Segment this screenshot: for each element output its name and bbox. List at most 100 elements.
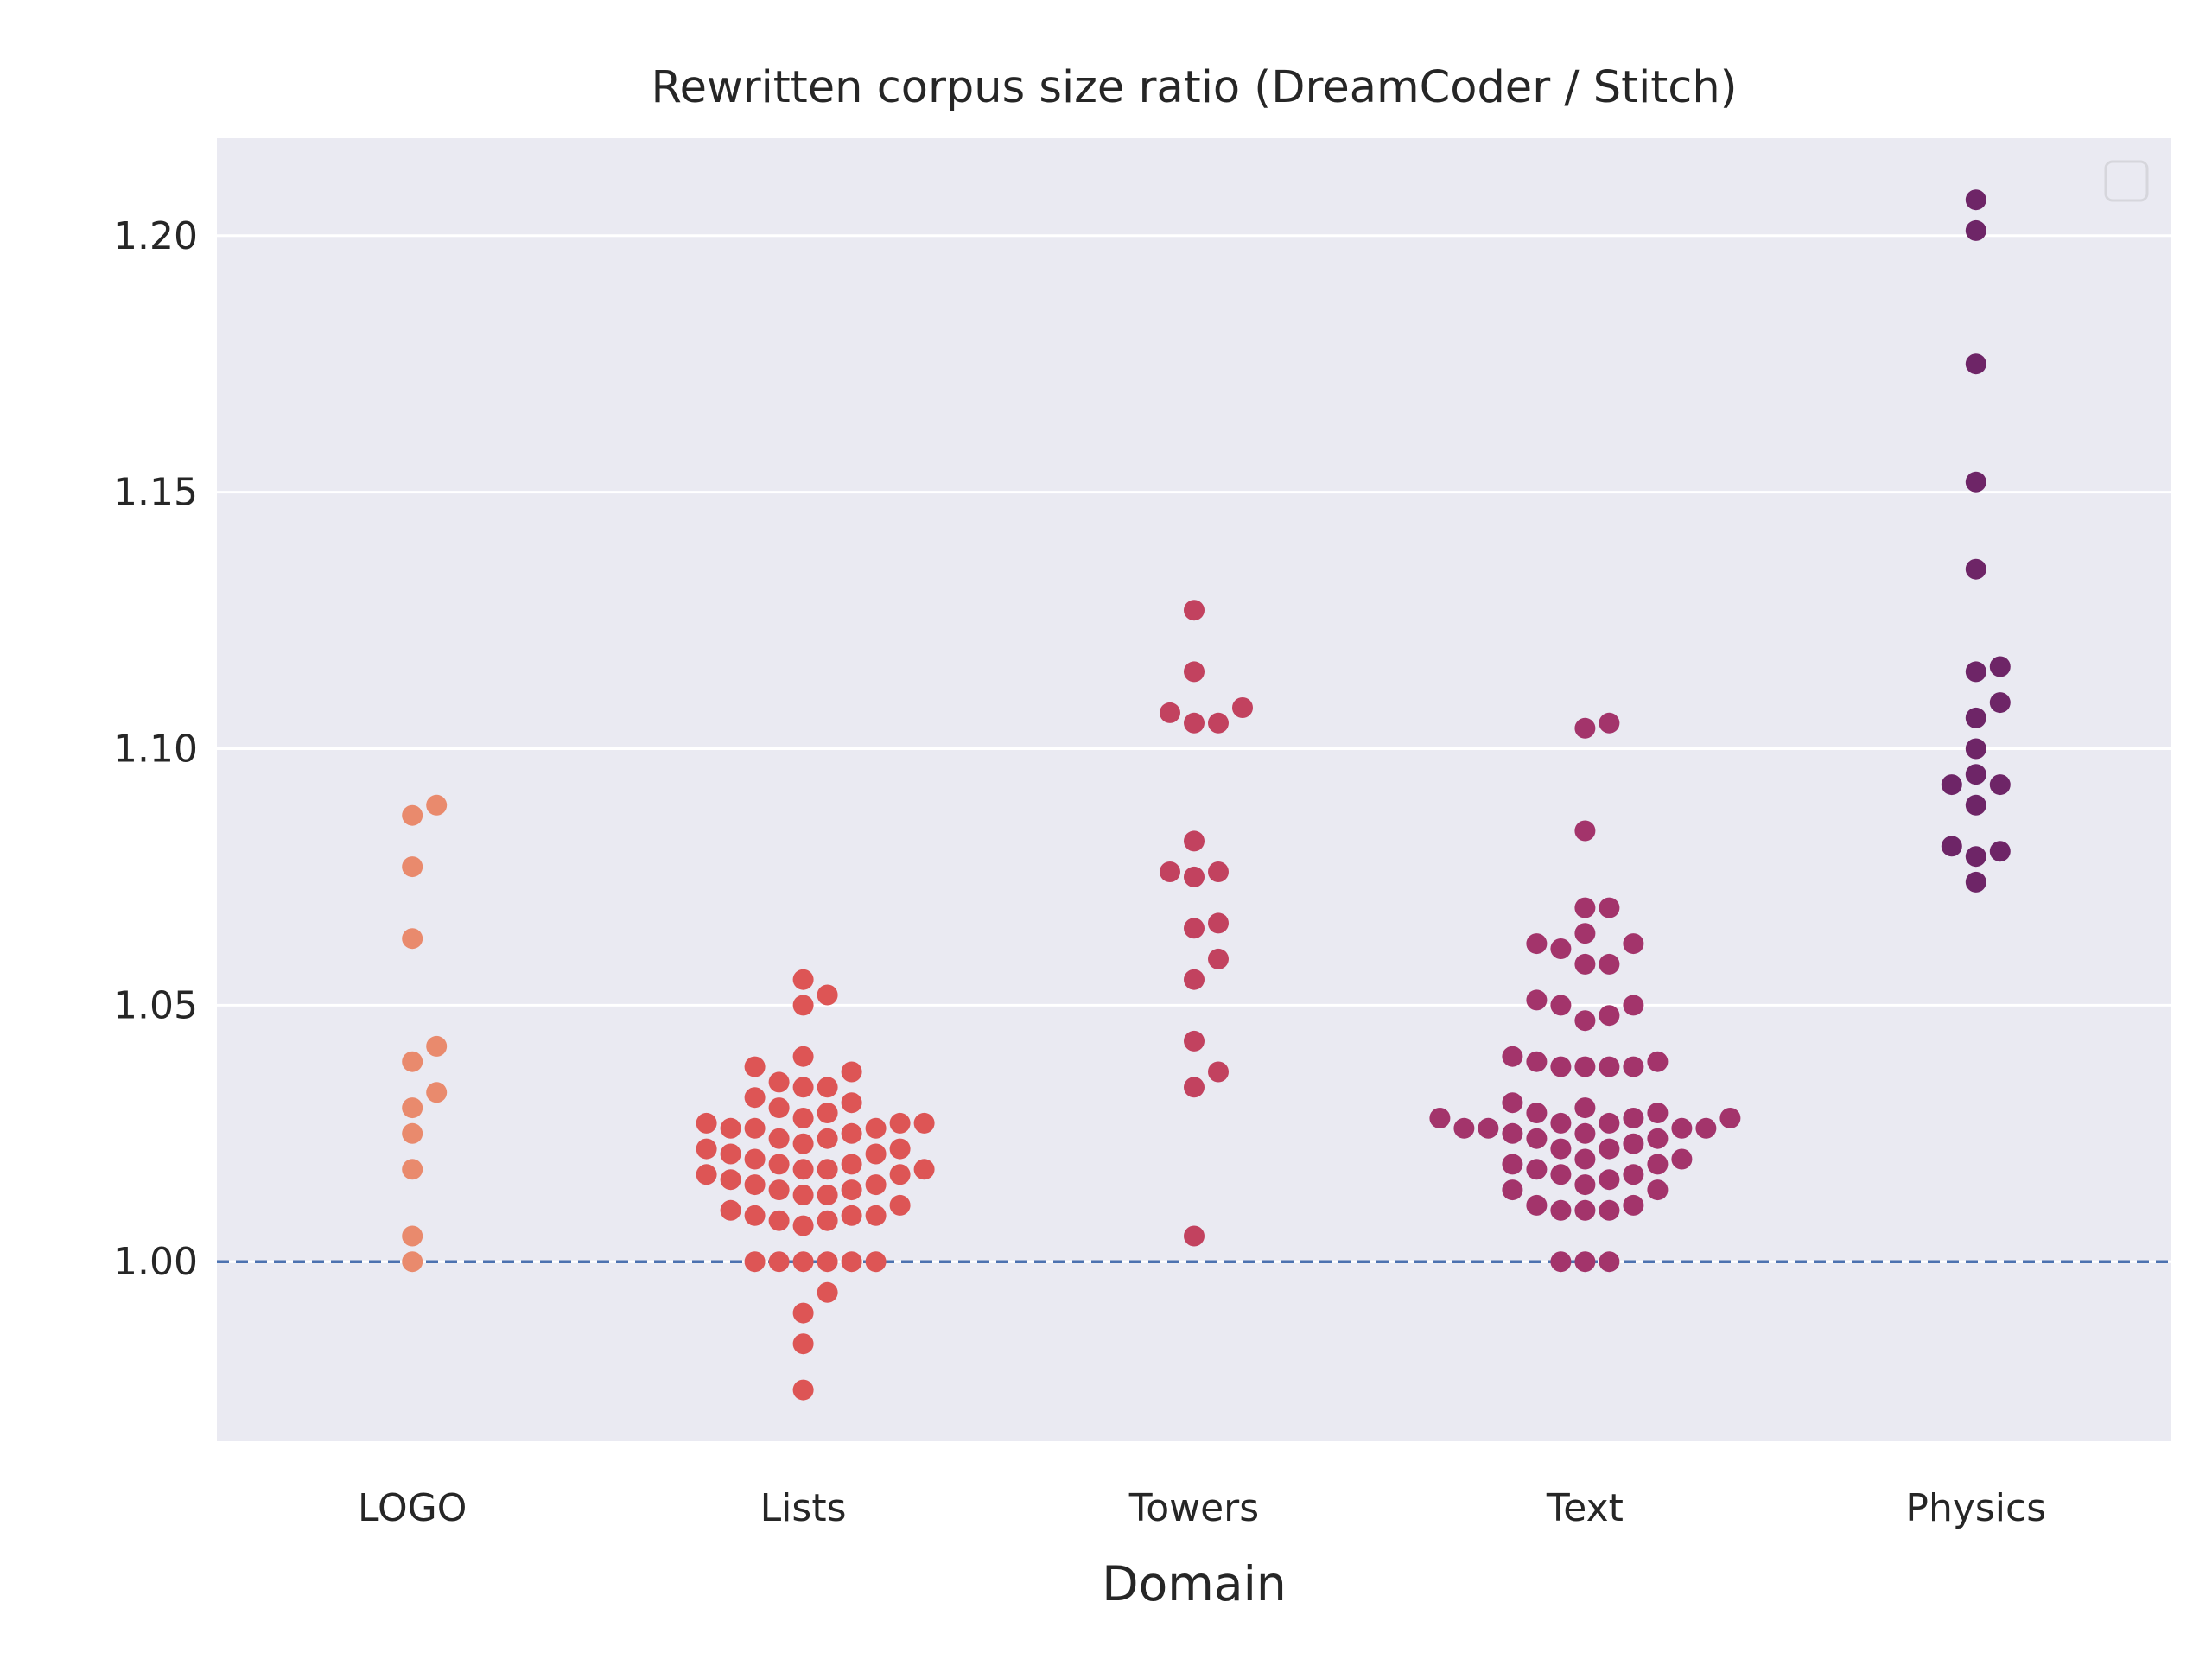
data-point bbox=[1502, 1046, 1523, 1067]
data-point bbox=[1184, 1030, 1205, 1052]
data-point bbox=[1526, 1194, 1548, 1216]
data-point bbox=[1184, 830, 1205, 852]
data-point bbox=[1965, 661, 1986, 683]
x-tick-label: Lists bbox=[760, 1486, 847, 1530]
x-tick-label: Text bbox=[1546, 1486, 1624, 1530]
data-point bbox=[1623, 995, 1644, 1016]
data-point bbox=[426, 1082, 448, 1103]
data-point bbox=[1599, 953, 1620, 975]
data-point bbox=[402, 856, 423, 878]
data-point bbox=[744, 1205, 766, 1226]
data-point bbox=[1695, 1117, 1717, 1139]
data-point bbox=[1965, 764, 1986, 785]
data-point bbox=[402, 1251, 423, 1273]
data-point bbox=[1502, 1179, 1523, 1201]
y-tick-label: 1.05 bbox=[113, 983, 198, 1027]
data-point bbox=[1599, 1251, 1620, 1273]
data-point bbox=[1502, 1154, 1523, 1175]
data-point bbox=[696, 1164, 717, 1185]
data-point bbox=[402, 1159, 423, 1180]
data-point bbox=[865, 1251, 887, 1273]
y-tick-labels: 1.00 1.05 1.10 1.15 1.20 bbox=[113, 214, 198, 1284]
x-tick-label: Physics bbox=[1905, 1486, 2046, 1530]
data-point bbox=[1550, 1112, 1572, 1134]
data-point bbox=[1965, 707, 1986, 728]
data-point bbox=[1965, 871, 1986, 893]
data-point bbox=[841, 1092, 862, 1114]
data-point bbox=[1429, 1108, 1451, 1128]
data-point bbox=[1989, 774, 2011, 796]
data-point bbox=[720, 1199, 741, 1221]
data-point bbox=[744, 1174, 766, 1196]
data-point bbox=[792, 1077, 814, 1098]
data-point bbox=[1574, 1199, 1596, 1221]
data-point bbox=[1574, 897, 1596, 918]
data-point bbox=[402, 928, 423, 950]
data-point bbox=[1623, 1056, 1644, 1077]
data-point bbox=[792, 995, 814, 1016]
data-point bbox=[1550, 1164, 1572, 1185]
data-point bbox=[1550, 1199, 1572, 1221]
data-point bbox=[1574, 1122, 1596, 1144]
data-point bbox=[817, 1251, 838, 1273]
data-point bbox=[1184, 1225, 1205, 1247]
data-point bbox=[1550, 1251, 1572, 1273]
data-point bbox=[817, 1103, 838, 1123]
data-point bbox=[1184, 969, 1205, 990]
data-point bbox=[792, 969, 814, 990]
data-point bbox=[792, 1215, 814, 1236]
data-point bbox=[1526, 1159, 1548, 1180]
data-point bbox=[865, 1174, 887, 1196]
data-point bbox=[792, 1185, 814, 1205]
data-point bbox=[1526, 1051, 1548, 1072]
data-point bbox=[1965, 558, 1986, 580]
data-point bbox=[792, 1046, 814, 1067]
data-point bbox=[1599, 1056, 1620, 1077]
data-point bbox=[1941, 836, 1962, 857]
data-point bbox=[1599, 1112, 1620, 1134]
data-point bbox=[1599, 1169, 1620, 1191]
data-point bbox=[768, 1179, 790, 1201]
data-point bbox=[889, 1112, 911, 1134]
data-point bbox=[1574, 953, 1596, 975]
data-point bbox=[865, 1143, 887, 1165]
data-point bbox=[1526, 1103, 1548, 1123]
data-point bbox=[1647, 1128, 1669, 1149]
data-point bbox=[1989, 841, 2011, 862]
data-point bbox=[1965, 846, 1986, 868]
data-point bbox=[792, 1251, 814, 1273]
y-tick-label: 1.10 bbox=[113, 728, 198, 772]
data-point bbox=[1719, 1108, 1741, 1128]
data-point bbox=[1965, 738, 1986, 760]
data-point bbox=[889, 1194, 911, 1216]
data-point bbox=[1453, 1117, 1475, 1139]
data-point bbox=[1574, 1097, 1596, 1119]
y-tick-label: 1.15 bbox=[113, 471, 198, 515]
data-point bbox=[1989, 656, 2011, 677]
data-point bbox=[1550, 995, 1572, 1016]
data-point bbox=[1941, 774, 1962, 796]
legend-box bbox=[2104, 160, 2149, 202]
data-point bbox=[817, 1185, 838, 1205]
data-point bbox=[1208, 912, 1229, 934]
data-point bbox=[744, 1117, 766, 1139]
data-point bbox=[889, 1164, 911, 1185]
data-point bbox=[1160, 861, 1180, 882]
data-point bbox=[792, 1379, 814, 1401]
data-point bbox=[1208, 948, 1229, 969]
data-point bbox=[841, 1205, 862, 1226]
data-point bbox=[1232, 697, 1253, 718]
y-tick-label: 1.00 bbox=[113, 1240, 198, 1284]
x-tick-label: LOGO bbox=[358, 1486, 467, 1530]
data-point bbox=[1526, 989, 1548, 1011]
data-point bbox=[1599, 712, 1620, 734]
data-point bbox=[1574, 1148, 1596, 1170]
data-point bbox=[1647, 1154, 1669, 1175]
data-point bbox=[817, 1210, 838, 1231]
data-point bbox=[1989, 692, 2011, 714]
data-point bbox=[792, 1108, 814, 1128]
data-point bbox=[792, 1159, 814, 1180]
data-point bbox=[1184, 1077, 1205, 1098]
data-point bbox=[402, 1225, 423, 1247]
